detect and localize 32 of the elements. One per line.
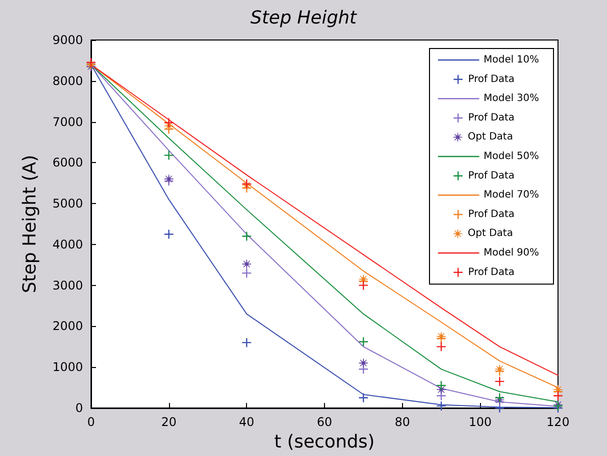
y-tick-label: 5000 — [52, 196, 83, 211]
legend-label: Opt Data — [468, 132, 513, 143]
legend-label: Prof Data — [468, 74, 515, 85]
y-tick-label: 4000 — [52, 237, 83, 252]
y-tick-label: 3000 — [52, 278, 83, 292]
legend-label: Model 70% — [484, 190, 540, 201]
y-tick-label: 9000 — [52, 33, 83, 47]
legend-label: Prof Data — [468, 170, 515, 182]
x-tick-label: 100 — [468, 415, 492, 429]
y-tick-label: 7000 — [52, 114, 83, 129]
legend-label: Opt Data — [468, 228, 513, 240]
y-axis-title: Step Height (A) — [20, 154, 40, 294]
legend-label: Model 10% — [484, 54, 540, 66]
legend-label: Model 30% — [484, 93, 540, 104]
y-tick-label: 8000 — [52, 74, 83, 88]
y-tick-label: 6000 — [52, 156, 83, 170]
legend-label: Model 50% — [484, 151, 540, 162]
y-tick-label: 2000 — [52, 319, 83, 334]
x-tick-label: 80 — [394, 415, 410, 429]
x-tick-label: 20 — [161, 415, 176, 429]
legend-label: Prof Data — [468, 112, 515, 124]
legend-label: Model 90% — [484, 248, 540, 258]
x-tick-label: 40 — [239, 415, 254, 429]
x-axis-title: t (seconds) — [274, 431, 375, 452]
legend-label: Prof Data — [468, 209, 515, 220]
x-tick-label: 120 — [546, 415, 570, 429]
x-tick-label: 0 — [87, 415, 95, 429]
legend-label: Prof Data — [468, 266, 515, 278]
chart-title: Step Height — [250, 8, 358, 28]
y-tick-label: 1000 — [52, 360, 83, 374]
x-tick-label: 60 — [316, 415, 332, 429]
y-tick-label: 0 — [75, 401, 83, 415]
